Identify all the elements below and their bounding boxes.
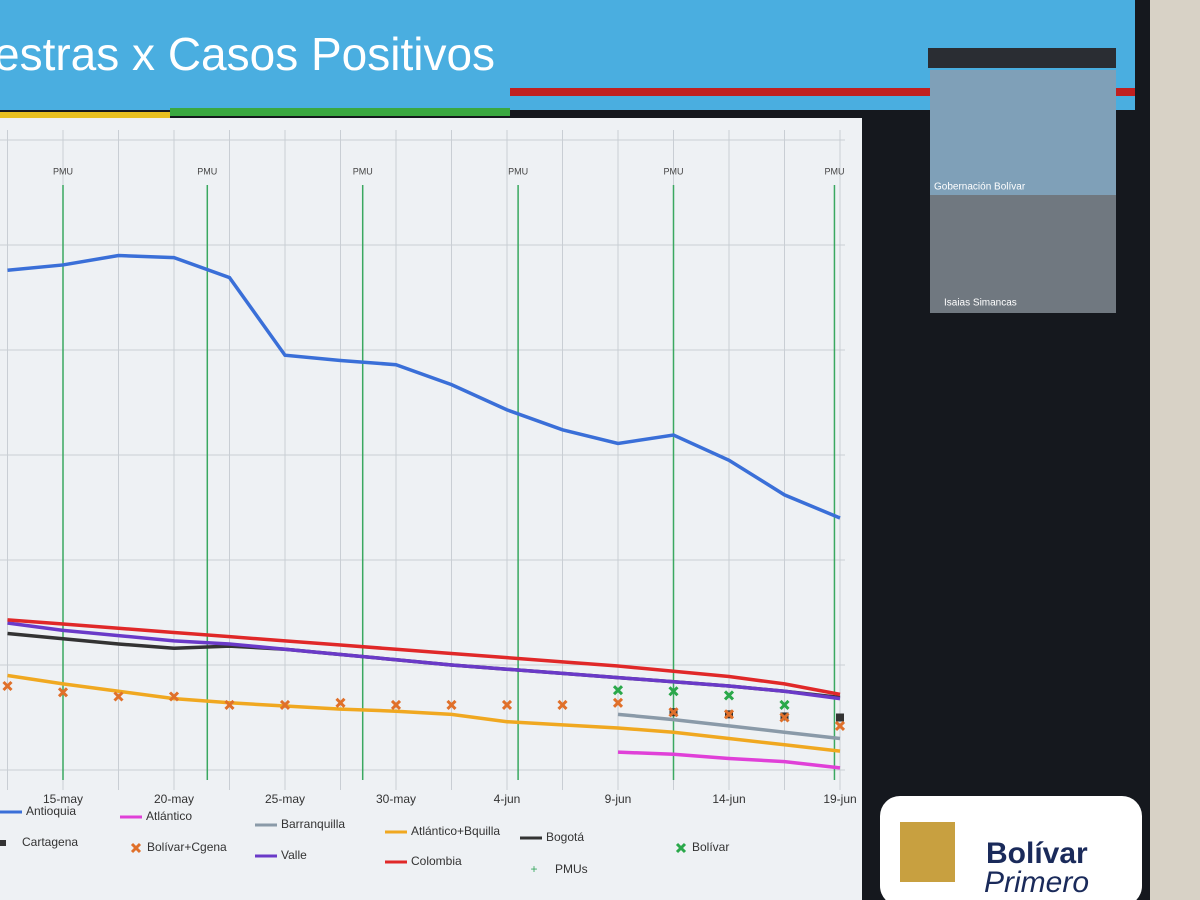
marker (446, 699, 457, 710)
legend-label: Barranquilla (281, 817, 345, 831)
stripe (0, 112, 170, 120)
logo-text: Bolívar (986, 837, 1088, 870)
pmu-label: PMU (197, 166, 217, 176)
legend-label: Atlántico (146, 809, 192, 823)
marker (779, 699, 790, 710)
legend-label: Bolívar (692, 840, 729, 854)
x-tick-label: 4-jun (494, 792, 521, 806)
marker (168, 691, 180, 702)
stripe (170, 108, 510, 116)
marker (279, 699, 291, 710)
pmu-label: PMU (824, 166, 844, 176)
title: estras x Casos Positivos (0, 28, 495, 80)
video-tile (930, 70, 1116, 195)
legend-swatch (130, 842, 142, 854)
logo-text: Primero (984, 866, 1089, 899)
series-line (617, 712, 841, 741)
legend-swatch (675, 842, 687, 854)
wall (1150, 0, 1200, 900)
marker (834, 720, 846, 731)
pmu-label: PMU (53, 166, 73, 176)
legend-label: PMUs (555, 862, 588, 876)
chart-panel (0, 118, 862, 900)
x-tick-label: 14-jun (712, 792, 745, 806)
marker (668, 686, 679, 697)
toolbar (928, 48, 1116, 68)
marker (723, 690, 735, 701)
marker (2, 680, 13, 692)
pmu-label: PMU (353, 166, 373, 176)
x-tick-label: 9-jun (605, 792, 632, 806)
legend-label: Antioquia (26, 804, 76, 818)
participant-name: Gobernación Bolívar (934, 182, 1026, 193)
video-panel: Gobernación Bolívar Isaias Simancas (928, 48, 1116, 313)
x-tick-label: 25-may (265, 792, 305, 806)
pmu-label: PMU (508, 166, 528, 176)
marker (723, 709, 735, 720)
x-tick-label: 19-jun (823, 792, 856, 806)
x-tick-label: 15-may (43, 792, 83, 806)
x-tick-label: 20-may (154, 792, 194, 806)
marker (779, 712, 790, 723)
legend-label: Atlántico+Bquilla (411, 824, 500, 838)
marker (612, 697, 624, 708)
chart: 15-may 20-may 25-may 30-may 4-jun 9-jun 14-jun… (0, 130, 857, 876)
series-line (617, 750, 841, 770)
participant-name: Isaias Simancas (944, 298, 1017, 309)
legend-label: Bogotá (546, 830, 584, 844)
marker (335, 697, 346, 708)
marker (57, 687, 69, 698)
series-line (7, 618, 841, 697)
series-line (7, 621, 841, 701)
marker (390, 699, 402, 710)
marker (224, 699, 235, 710)
marker (113, 691, 124, 702)
logo: Bolívar Primero (880, 796, 1142, 900)
marker (557, 699, 568, 710)
pmu-label: PMU (664, 166, 684, 176)
video-tile (930, 195, 1116, 313)
marker (836, 713, 844, 722)
marker (668, 707, 679, 718)
crest (900, 822, 955, 882)
x-tick-label: 30-may (376, 792, 416, 806)
legend-swatch: + (530, 862, 537, 876)
legend-label: Cartagena (22, 835, 78, 849)
stripe (510, 88, 1135, 96)
marker (501, 699, 513, 710)
series-line (7, 673, 841, 753)
marker (612, 685, 624, 696)
series-line (7, 253, 841, 520)
legend-label: Bolívar+Cgena (147, 840, 227, 854)
legend-label: Valle (281, 848, 307, 862)
legend-label: Colombia (411, 854, 462, 868)
legend-swatch (0, 840, 6, 846)
